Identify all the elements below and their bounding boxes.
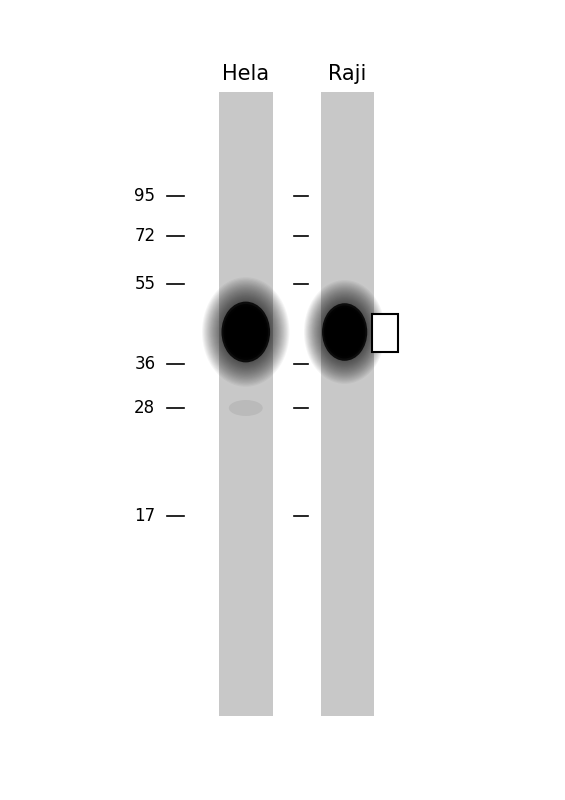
Ellipse shape bbox=[329, 313, 360, 351]
Ellipse shape bbox=[324, 306, 366, 358]
Ellipse shape bbox=[331, 314, 358, 350]
Ellipse shape bbox=[328, 310, 362, 354]
Ellipse shape bbox=[225, 306, 266, 358]
Ellipse shape bbox=[322, 303, 367, 361]
Ellipse shape bbox=[231, 314, 260, 350]
Text: Hela: Hela bbox=[222, 64, 270, 84]
Text: 95: 95 bbox=[134, 187, 155, 205]
Text: 55: 55 bbox=[134, 275, 155, 293]
Text: Raji: Raji bbox=[328, 64, 367, 84]
Text: 17: 17 bbox=[134, 507, 155, 525]
Ellipse shape bbox=[334, 319, 355, 345]
Ellipse shape bbox=[221, 302, 270, 362]
Ellipse shape bbox=[233, 316, 258, 348]
Ellipse shape bbox=[227, 309, 264, 355]
Ellipse shape bbox=[229, 400, 263, 416]
Ellipse shape bbox=[229, 311, 262, 353]
Ellipse shape bbox=[235, 318, 257, 346]
Text: 36: 36 bbox=[134, 355, 155, 373]
Ellipse shape bbox=[333, 317, 357, 347]
Bar bbox=[372, 314, 398, 352]
Ellipse shape bbox=[223, 304, 268, 360]
Ellipse shape bbox=[325, 308, 364, 356]
Bar bbox=[219, 92, 273, 716]
Text: 72: 72 bbox=[134, 227, 155, 245]
Text: 28: 28 bbox=[134, 399, 155, 417]
Bar bbox=[321, 92, 374, 716]
